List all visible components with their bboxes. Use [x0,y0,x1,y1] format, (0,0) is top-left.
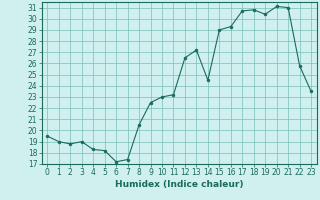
X-axis label: Humidex (Indice chaleur): Humidex (Indice chaleur) [115,180,244,189]
